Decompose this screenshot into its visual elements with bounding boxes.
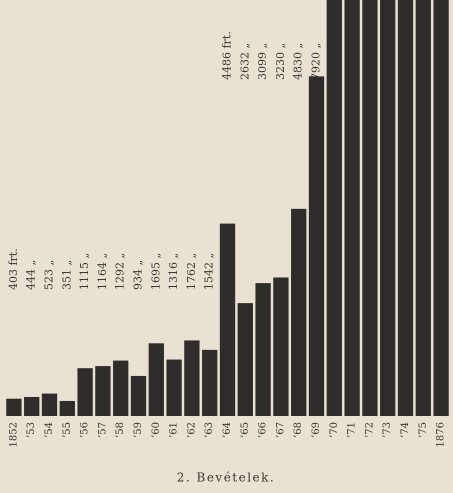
x-tick-label: ’59 [133,422,144,438]
x-tick-label: ’54 [44,422,55,438]
value-label: 4830 „ [292,43,305,80]
x-tick-label: ’68 [293,422,304,438]
value-label: 1164 „ [96,253,109,290]
x-tick-label: 1852 [8,422,19,447]
bar [362,0,378,416]
x-tick-label: ’74 [400,422,411,438]
bar [202,349,218,416]
bar [59,400,75,416]
x-tick-label: ’57 [97,422,108,438]
x-tick-label: ’70 [329,422,340,438]
value-label: 3099 „ [256,43,269,80]
bar [113,360,129,416]
bar [415,0,431,416]
bar [166,359,182,416]
bar [380,0,396,416]
bar [219,223,236,416]
x-tick-label: ’64 [222,422,233,438]
bar [433,0,449,416]
value-label: 1542 „ [203,253,216,290]
value-label: 1762 „ [185,253,198,290]
x-tick-label: ’75 [418,422,429,438]
value-label: 1695 „ [149,253,162,290]
value-label: 2632 „ [238,43,251,80]
bar [397,0,414,416]
value-label: 934 „ [132,260,145,290]
x-tick-label: ’72 [364,422,375,438]
x-tick-label: ’62 [186,422,197,438]
chart-title: 2. Bevételek. [177,471,276,485]
bar [95,366,111,416]
x-tick-label: ’69 [311,422,322,438]
bar [6,398,22,416]
value-label: 1292 „ [114,253,127,290]
bar [24,396,40,416]
x-tick-label: ’53 [26,422,37,438]
bar [130,375,147,416]
bar [255,283,271,416]
value-label: 444 „ [25,260,38,290]
value-label: 523 „ [43,260,56,290]
x-tick-label: ’65 [240,422,251,438]
value-label: 7920 „ [310,43,323,80]
x-tick-label: ’60 [151,422,162,438]
x-tick-label: ’61 [169,422,180,438]
bar [344,0,360,416]
bar [184,340,200,416]
value-label: 1115 „ [78,253,91,290]
bar [326,0,342,416]
value-label: 1316 „ [167,253,180,290]
value-label: 3230 „ [274,43,287,80]
x-tick-label: ’63 [204,422,215,438]
x-tick-label: ’58 [115,422,126,438]
x-tick-label: ’71 [347,422,358,438]
x-tick-label: ’73 [382,422,393,438]
bar [237,303,253,416]
value-label: 351 „ [60,260,73,290]
x-tick-label: ’66 [258,422,269,438]
x-tick-label: ’56 [80,422,91,438]
bar [308,76,325,417]
bar [148,343,164,416]
value-label: 4486 frt. [221,31,234,80]
bar [41,393,58,416]
x-tick-label: ’55 [62,422,73,438]
x-tick-label: ’67 [275,422,286,438]
bar [77,368,93,416]
x-tick-label: 1876 [436,422,447,447]
value-label: 403 frt. [7,248,20,290]
bar [273,277,289,416]
bar [291,208,307,416]
